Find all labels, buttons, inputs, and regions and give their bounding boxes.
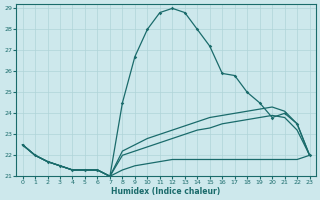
X-axis label: Humidex (Indice chaleur): Humidex (Indice chaleur) xyxy=(111,187,221,196)
